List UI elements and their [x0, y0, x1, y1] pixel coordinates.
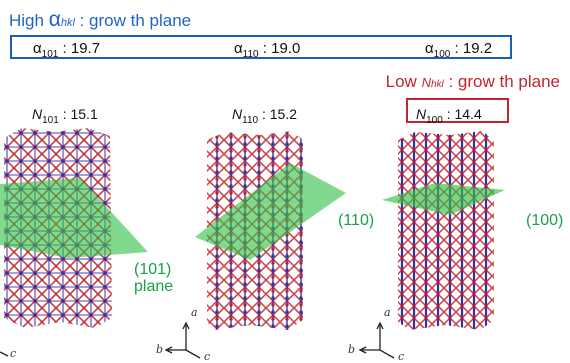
low-n-title: Low Nhkl : grow th plane: [385, 72, 560, 91]
title-prefix: High: [9, 11, 49, 30]
alpha-symbol: α: [48, 8, 61, 31]
plane-100-label: (100): [526, 212, 564, 229]
axis-a-label-2: a: [191, 306, 198, 319]
alpha-101: α101 : 19.7: [33, 40, 101, 60]
plane-100: [382, 183, 505, 215]
alpha-110: α110 : 19.0: [234, 40, 301, 60]
axis-c-label-2: c: [204, 350, 211, 363]
axis-triad-2: [164, 321, 201, 359]
crystal-100: [382, 131, 505, 330]
n-101-label: N101 : 15.1: [32, 106, 98, 126]
n-100-label: N100 : 14.4: [416, 106, 482, 126]
axis-b-label-3: b: [348, 343, 356, 356]
plane-101: [0, 178, 148, 258]
alpha-subscript: hkl: [60, 17, 75, 29]
alpha-values-box: α101 : 19.7 α110 : 19.0 α100 : 19.2: [10, 35, 512, 60]
crystal-110: [195, 131, 346, 330]
plane-110: [195, 163, 346, 260]
n-110-label: N110 : 15.2: [232, 106, 297, 126]
axis-triad-1: [0, 351, 9, 357]
axis-c-label-3: c: [398, 350, 405, 363]
crystal-101: [0, 128, 148, 328]
plane-101-label: (101) plane: [134, 261, 174, 295]
alpha-100: α100 : 19.2: [425, 40, 493, 60]
n-100-highlight-box: [406, 98, 509, 123]
axis-b-label-2: b: [156, 343, 164, 356]
high-alpha-title: High αhkl : grow th plane: [9, 8, 191, 32]
title-suffix: : grow th plane: [74, 11, 192, 30]
axis-triad-3: [358, 321, 395, 359]
axis-a-label-3: a: [384, 306, 391, 319]
plane-110-label: (110): [338, 212, 375, 229]
axis-c-label-1: c: [10, 347, 17, 360]
